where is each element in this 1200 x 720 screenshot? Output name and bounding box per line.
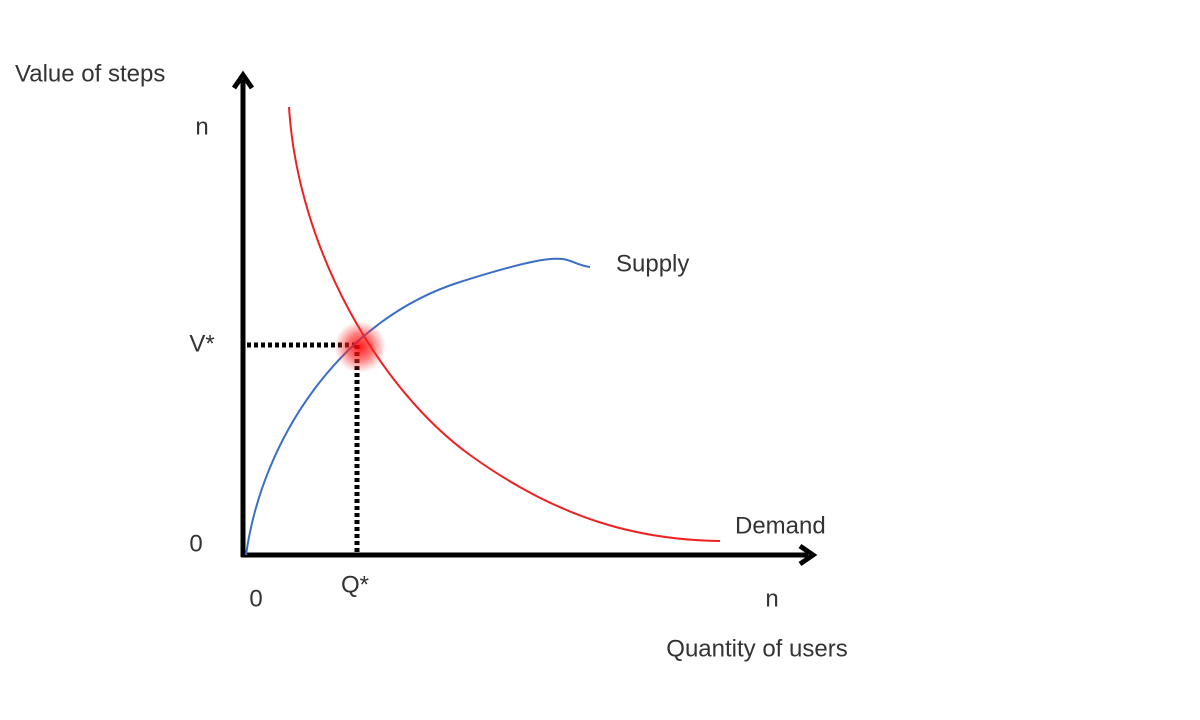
y-label: 0 <box>189 530 202 557</box>
supply-curve <box>245 257 591 556</box>
curve-label: Demand <box>735 512 826 539</box>
y-label: n <box>195 113 208 140</box>
x-axis-title: Quantity of users <box>666 635 847 662</box>
equilibrium-point <box>334 321 386 373</box>
x-axis-arrow <box>798 543 818 567</box>
y-axis-arrow <box>231 70 255 90</box>
x-label: Q* <box>341 571 369 598</box>
demand-curve <box>288 106 721 542</box>
curve-label: Supply <box>616 250 689 277</box>
x-label: n <box>765 585 778 612</box>
y-axis-title: Value of steps <box>15 60 165 87</box>
x-label: 0 <box>249 585 262 612</box>
y-label: V* <box>189 330 214 357</box>
